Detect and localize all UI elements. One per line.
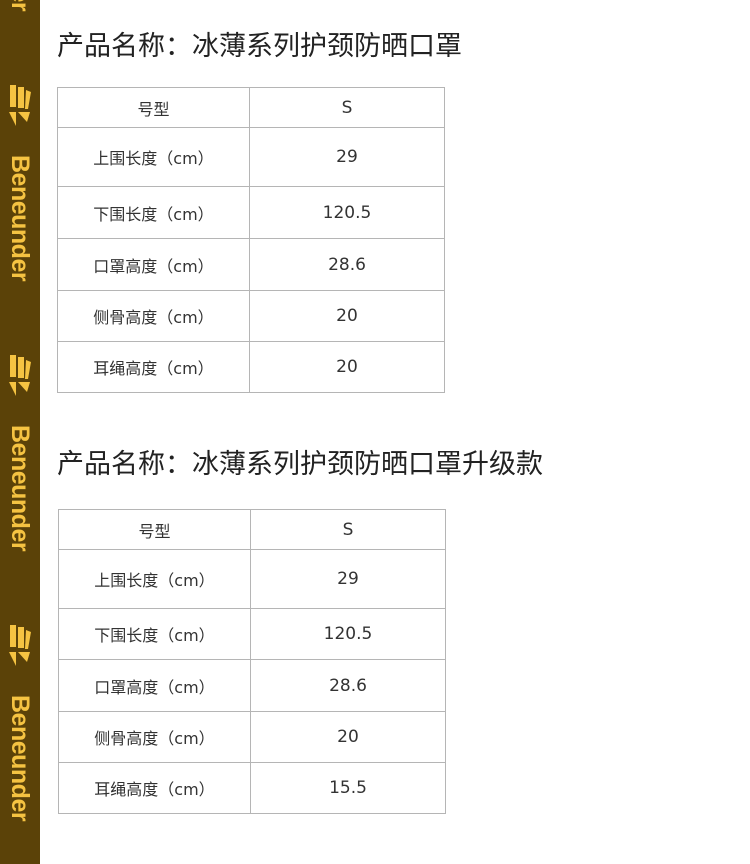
brand-name: Beneunder [6, 425, 34, 552]
header-cell: 号型 [57, 87, 250, 128]
brand-sidebar: Beneunder Beneunder Beneunder Beneunder [0, 0, 40, 864]
brand-logo-repeat: Beneunder [0, 0, 40, 281]
row-label: 下围长度（cm） [57, 186, 250, 239]
table-row: 耳绳高度（cm） 15.5 [58, 762, 446, 814]
row-value: 20 [249, 341, 445, 393]
brand-mark-icon [9, 625, 31, 666]
row-value: 29 [250, 549, 446, 609]
row-label: 上围长度（cm） [57, 127, 250, 187]
table-row: 下围长度（cm） 120.5 [57, 186, 445, 239]
row-value: 29 [249, 127, 445, 187]
row-value: 28.6 [249, 238, 445, 291]
product-title: 产品名称：冰薄系列护颈防晒口罩 [57, 31, 462, 62]
table-row: 上围长度（cm） 29 [57, 127, 445, 187]
header-cell: S [249, 87, 445, 128]
row-label: 侧骨高度（cm） [58, 711, 251, 763]
row-label: 上围长度（cm） [58, 549, 251, 609]
size-table: 号型 S 上围长度（cm） 29 下围长度（cm） 120.5 口罩高度（cm） 28.… [57, 87, 445, 393]
row-value: 20 [249, 290, 445, 342]
table-row: 口罩高度（cm） 28.6 [58, 659, 446, 712]
brand-mark-icon [9, 355, 31, 396]
size-table: 号型 S 上围长度（cm） 29 下围长度（cm） 120.5 口罩高度（cm） 28.… [58, 509, 446, 814]
brand-logo-repeat: Beneunder [0, 270, 40, 551]
row-label: 口罩高度（cm） [57, 238, 250, 291]
row-label: 口罩高度（cm） [58, 659, 251, 712]
brand-mark-icon [9, 85, 31, 126]
table-header-row: 号型 S [57, 87, 445, 128]
row-label: 耳绳高度（cm） [57, 341, 250, 393]
table-row: 侧骨高度（cm） 20 [58, 711, 446, 763]
table-row: 侧骨高度（cm） 20 [57, 290, 445, 342]
table-row: 上围长度（cm） 29 [58, 549, 446, 609]
row-value: 20 [250, 711, 446, 763]
table-row: 口罩高度（cm） 28.6 [57, 238, 445, 291]
table-row: 耳绳高度（cm） 20 [57, 341, 445, 393]
header-cell: S [250, 509, 446, 550]
brand-name: Beneunder [6, 695, 34, 822]
brand-logo-repeat: Beneunder [0, 540, 40, 821]
table-row: 下围长度（cm） 120.5 [58, 608, 446, 660]
row-value: 28.6 [250, 659, 446, 712]
brand-name: Beneunder [6, 155, 34, 282]
row-value: 120.5 [249, 186, 445, 239]
row-value: 15.5 [250, 762, 446, 814]
header-cell: 号型 [58, 509, 251, 550]
product-title: 产品名称：冰薄系列护颈防晒口罩升级款 [57, 449, 543, 480]
table-header-row: 号型 S [58, 509, 446, 550]
row-label: 侧骨高度（cm） [57, 290, 250, 342]
row-label: 耳绳高度（cm） [58, 762, 251, 814]
row-label: 下围长度（cm） [58, 608, 251, 660]
row-value: 120.5 [250, 608, 446, 660]
